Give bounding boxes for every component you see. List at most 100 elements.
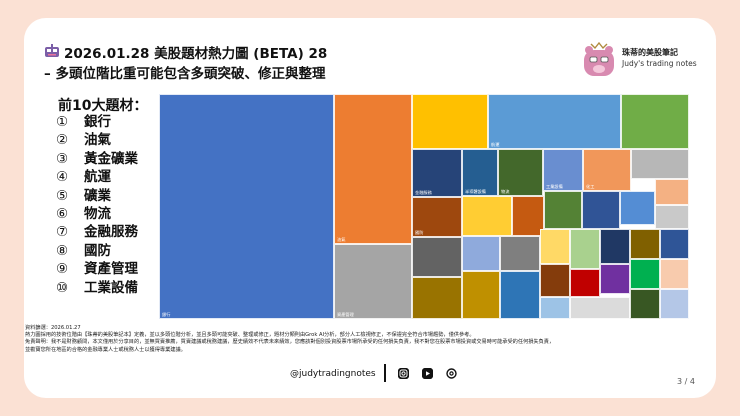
social-handle[interactable]: @judytradingnotes [290, 369, 376, 379]
threads-icon[interactable] [446, 368, 457, 379]
theme-label: 銀行 [84, 114, 111, 130]
footer-divider [384, 364, 386, 382]
heatmap-tile [412, 237, 462, 277]
theme-rank: ④ [56, 169, 69, 186]
heatmap-tile-label: 航運 [491, 141, 500, 147]
heatmap-tile-label: 油氣 [337, 236, 346, 242]
brand-name-zh: 珠蒂的美股筆記 [622, 48, 678, 57]
theme-item: ① 銀行 [56, 113, 138, 131]
page-number: 3 / 4 [677, 377, 695, 386]
theme-label: 物流 [84, 205, 111, 222]
theme-label: 礦業 [84, 187, 111, 204]
heatmap-tile: 工業設備 [543, 149, 583, 191]
heatmap-tile [621, 94, 689, 149]
disclaimer-cont: 並勸寶您所在地區的合格的金融專業人士或稅務人士以獲得專業建議。 [25, 346, 186, 353]
theme-label: 國防 [84, 242, 111, 259]
heatmap-tile [660, 229, 689, 259]
heatmap-tile [500, 236, 540, 271]
heatmap-tile [462, 236, 500, 271]
brand-name-en: Judy's trading notes [622, 59, 697, 68]
heatmap-tile: 金融服務 [412, 149, 462, 197]
top-themes-heading: 前10大題材： [58, 98, 148, 114]
theme-rank: ⑩ [56, 279, 69, 296]
heatmap-tile: 航運 [488, 94, 621, 149]
theme-label: 資產管理 [84, 261, 138, 278]
heatmap-tile-label: 國防 [415, 229, 424, 235]
heatmap-tile [600, 264, 630, 294]
slide-card: 2026.01.28 美股題材熱力圖 (BETA) 28 – 多頭位階比重可能包… [24, 18, 716, 398]
theme-rank: ⑤ [56, 187, 69, 204]
heatmap-tile [660, 259, 689, 289]
instagram-icon[interactable] [398, 368, 409, 379]
heatmap-tile: 油氣 [334, 94, 412, 244]
heatmap-tile: 銀行 [159, 94, 334, 319]
theme-item: ⑥ 物流 [56, 205, 138, 223]
disclaimer: 免責聲明：我不是財務顧問，本文僅用於分享目的，並無買賣推薦，買賣建議或稅務建議，… [25, 339, 555, 346]
brand-logo-icon [584, 41, 614, 76]
heatmap-tile: 物流 [498, 149, 543, 196]
heatmap-tile [500, 271, 540, 319]
heatmap-tile [570, 297, 630, 319]
heatmap-tile [570, 229, 600, 269]
source-date: 資料篩選：2026.01.27 [25, 325, 81, 331]
top-themes-list: ① 銀行 ② 油氣 ③ 黃金礦業 ④ 航運 ⑤ 礦業 ⑥ 物流 ⑦ 金融服務 ⑧ 國防 ⑨ 資產管… [56, 113, 138, 297]
heatmap-tile [600, 229, 630, 264]
heatmap-tile-label: 資產管理 [337, 311, 354, 317]
theme-item: ⑦ 金融服務 [56, 223, 138, 241]
heatmap-tile [630, 229, 660, 259]
theme-item: ⑤ 礦業 [56, 187, 138, 205]
theme-label: 黃金礦業 [84, 150, 138, 167]
theme-item: ④ 航運 [56, 168, 138, 186]
heatmap-tile [582, 191, 620, 229]
theme-rank: ③ [56, 150, 69, 167]
theme-heatmap: 銀行 油氣資產管理 航運金融服務國防 半導體設備 物流 工業設備 化工 [159, 94, 689, 319]
theme-rank: ② [56, 132, 69, 149]
heatmap-tile [512, 196, 544, 236]
robot-icon [45, 44, 59, 57]
heatmap-tile [660, 289, 689, 319]
heatmap-tile [412, 277, 462, 319]
theme-rank: ⑥ [56, 205, 69, 222]
page-subtitle: – 多頭位階比重可能包含多頭突破、修正與整理 [44, 66, 326, 82]
heatmap-tile-label: 工業設備 [546, 183, 563, 189]
theme-rank: ⑧ [56, 242, 69, 259]
theme-label: 航運 [84, 169, 111, 186]
heatmap-tile: 資產管理 [334, 244, 412, 319]
heatmap-tile-label: 化工 [586, 183, 595, 189]
heatmap-tile [540, 264, 570, 297]
heatmap-tile-label: 半導體設備 [465, 188, 486, 194]
page-title: 2026.01.28 美股題材熱力圖 (BETA) 28 [64, 46, 328, 62]
heatmap-tile [620, 191, 655, 225]
source-note: 資料篩選：2026.01.27 熱力圖採用的技術位階由【珠蒂的美股筆記本】定義，… [25, 325, 705, 354]
source-method: 熱力圖採用的技術位階由【珠蒂的美股筆記本】定義，並以多頭位階分析，並且多頭可能突… [25, 332, 475, 339]
heatmap-tile [630, 259, 660, 289]
youtube-icon[interactable] [422, 368, 433, 379]
heatmap-tile [540, 297, 570, 319]
heatmap-tile-label: 金融服務 [415, 189, 432, 195]
theme-rank: ① [56, 114, 69, 130]
theme-item: ⑩ 工業設備 [56, 279, 138, 297]
heatmap-tile [630, 289, 660, 319]
theme-label: 金融服務 [84, 224, 138, 241]
heatmap-tile [412, 94, 488, 149]
theme-item: ⑨ 資產管理 [56, 260, 138, 278]
theme-rank: ⑨ [56, 261, 69, 278]
heatmap-tile [655, 205, 689, 229]
heatmap-tile: 化工 [583, 149, 631, 191]
heatmap-tile [462, 271, 500, 319]
heatmap-tile [655, 179, 689, 205]
heatmap-tile-label: 物流 [501, 188, 510, 194]
theme-rank: ⑦ [56, 224, 69, 241]
theme-label: 工業設備 [84, 279, 138, 296]
heatmap-tile [570, 269, 600, 297]
theme-item: ③ 黃金礦業 [56, 150, 138, 168]
heatmap-tile: 國防 [412, 197, 462, 237]
heatmap-tile-label: 銀行 [162, 311, 171, 317]
heatmap-tile [631, 149, 689, 179]
heatmap-tile: 半導體設備 [462, 149, 498, 196]
heatmap-tile [544, 191, 582, 229]
heatmap-tile [540, 229, 570, 264]
theme-item: ② 油氣 [56, 131, 138, 149]
heatmap-tile [462, 196, 512, 236]
theme-label: 油氣 [84, 132, 111, 149]
